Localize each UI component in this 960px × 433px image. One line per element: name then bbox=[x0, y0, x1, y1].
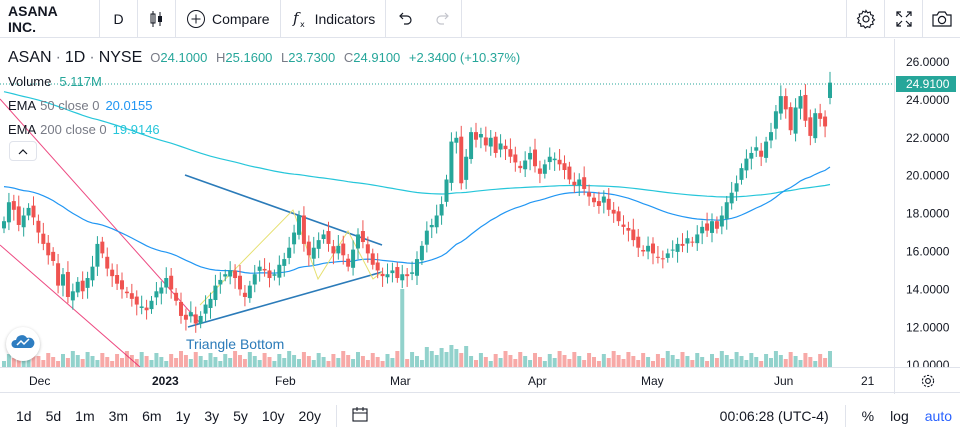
range-6m[interactable]: 6m bbox=[142, 407, 162, 424]
chart-type-button[interactable] bbox=[138, 0, 176, 38]
price-tick: 18.0000 bbox=[906, 207, 950, 221]
compare-button[interactable]: Compare bbox=[176, 0, 281, 38]
calendar-icon bbox=[351, 407, 369, 426]
last-price-text: 24.9100 bbox=[906, 77, 950, 91]
ema200-line bbox=[3, 91, 831, 198]
ohlc-values: O24.1000 H25.1600 L23.7300 C24.9100 +2.3… bbox=[150, 50, 521, 65]
pattern-label: Triangle Bottom bbox=[186, 336, 284, 352]
price-tick: 10.0000 bbox=[906, 358, 950, 367]
time-tick: 2023 bbox=[152, 374, 179, 388]
volume-value: 5.117M bbox=[59, 74, 102, 89]
range-5d[interactable]: 5d bbox=[45, 407, 62, 424]
divider bbox=[844, 404, 846, 427]
interval-button[interactable]: D bbox=[100, 0, 138, 38]
ema200-params: 200 close 0 bbox=[40, 122, 107, 137]
plus-circle-icon bbox=[186, 9, 206, 29]
svg-text:x: x bbox=[300, 20, 305, 29]
price-axis: 26.0000 24.0000 22.0000 20.0000 18.0000 16.00… bbox=[906, 55, 950, 367]
time-tick: Mar bbox=[390, 374, 411, 388]
range-1d[interactable]: 1d bbox=[16, 407, 32, 424]
volume-legend-row[interactable]: Volume 5.117M bbox=[8, 70, 525, 94]
settings-button[interactable] bbox=[846, 0, 884, 38]
chevron-up-icon bbox=[18, 142, 28, 160]
range-10y[interactable]: 10y bbox=[261, 407, 285, 424]
goto-date-button[interactable] bbox=[345, 405, 375, 426]
legend-exchange: NYSE bbox=[98, 49, 143, 66]
ema50-value: 20.0155 bbox=[105, 98, 153, 113]
legend-collapse-button[interactable] bbox=[9, 141, 37, 161]
price-tick: 24.0000 bbox=[906, 93, 950, 107]
gear-icon bbox=[856, 9, 876, 29]
last-price-label: 24.9100 bbox=[896, 76, 956, 92]
time-tick: May bbox=[641, 374, 664, 388]
price-tick: 20.0000 bbox=[906, 169, 950, 183]
candles-icon bbox=[148, 10, 166, 28]
time-tick: Apr bbox=[528, 374, 547, 388]
undo-icon bbox=[396, 10, 414, 28]
ema50-name: EMA bbox=[8, 98, 37, 113]
time-tick: Dec bbox=[29, 374, 50, 388]
price-tick: 14.0000 bbox=[906, 282, 950, 296]
cloud-logo-icon bbox=[11, 334, 35, 355]
ema50-legend-row[interactable]: EMA 50 close 0 20.0155 bbox=[8, 94, 525, 118]
redo-icon bbox=[434, 10, 452, 28]
price-chart[interactable]: 26.0000 24.0000 22.0000 20.0000 18.0000 16.00… bbox=[0, 39, 960, 367]
screenshot-button[interactable] bbox=[922, 0, 960, 38]
auto-scale-toggle[interactable]: auto bbox=[924, 407, 952, 424]
range-3m[interactable]: 3m bbox=[108, 407, 129, 424]
legend-ticker: ASAN bbox=[8, 49, 52, 66]
price-tick: 12.0000 bbox=[906, 320, 950, 334]
price-tick: 26.0000 bbox=[906, 55, 950, 69]
camera-icon bbox=[931, 10, 953, 28]
time-tick: Feb bbox=[275, 374, 296, 388]
tradingview-logo[interactable] bbox=[6, 327, 40, 361]
open-value: 24.1000 bbox=[160, 50, 208, 65]
chart-canvas[interactable]: 26.0000 24.0000 22.0000 20.0000 18.0000 16.00… bbox=[0, 39, 960, 367]
timezone-clock[interactable]: 00:06:28 (UTC-4) bbox=[719, 407, 829, 424]
undo-button[interactable] bbox=[386, 0, 424, 38]
bottom-toolbar: 1d 5d 1m 3m 6m 1y 3y 5y 10y 20y 00:06:28… bbox=[0, 398, 960, 433]
volume-label: Volume bbox=[8, 74, 52, 89]
range-5y[interactable]: 5y bbox=[233, 407, 248, 424]
range-1m[interactable]: 1m bbox=[75, 407, 95, 424]
svg-text:f: f bbox=[292, 9, 301, 27]
symbol-search-button[interactable]: ASANA INC. bbox=[0, 0, 100, 38]
percent-toggle[interactable]: % bbox=[861, 407, 875, 424]
close-value: 24.9100 bbox=[353, 50, 401, 65]
divider bbox=[336, 404, 338, 427]
high-value: 25.1600 bbox=[225, 50, 273, 65]
ema200-name: EMA bbox=[8, 122, 37, 137]
fullscreen-button[interactable] bbox=[884, 0, 922, 38]
legend-sep: · bbox=[89, 49, 95, 66]
ema50-params: 50 close 0 bbox=[40, 98, 100, 113]
chart-legend: ASAN · 1D · NYSE O24.1000 H25.1600 L23.7… bbox=[8, 46, 525, 142]
indicators-label: Indicators bbox=[314, 10, 376, 27]
time-tick: 21 bbox=[861, 374, 875, 388]
price-tick: 22.0000 bbox=[906, 131, 950, 145]
low-value: 23.7300 bbox=[288, 50, 336, 65]
fullscreen-icon bbox=[895, 10, 913, 28]
redo-button[interactable] bbox=[424, 0, 463, 38]
range-3y[interactable]: 3y bbox=[204, 407, 220, 424]
volume-bars bbox=[2, 289, 832, 367]
time-axis[interactable]: Dec 2023 Feb Mar Apr May Jun 21 bbox=[0, 367, 960, 394]
change-value: +2.3400 (+10.37%) bbox=[408, 50, 521, 65]
legend-sep: · bbox=[55, 49, 61, 66]
log-toggle[interactable]: log bbox=[890, 407, 909, 424]
price-tick: 16.0000 bbox=[906, 245, 950, 259]
legend-interval: 1D bbox=[64, 49, 86, 66]
range-20y[interactable]: 20y bbox=[298, 407, 322, 424]
axis-settings-gear-icon[interactable] bbox=[921, 374, 935, 388]
ema200-legend-row[interactable]: EMA 200 close 0 19.9146 bbox=[8, 118, 525, 142]
ema200-value: 19.9146 bbox=[112, 122, 160, 137]
time-tick: Jun bbox=[774, 374, 793, 388]
symbol-legend-row[interactable]: ASAN · 1D · NYSE O24.1000 H25.1600 L23.7… bbox=[8, 46, 525, 70]
range-1y[interactable]: 1y bbox=[175, 407, 191, 424]
candles bbox=[2, 71, 832, 333]
compare-label: Compare bbox=[212, 10, 270, 27]
